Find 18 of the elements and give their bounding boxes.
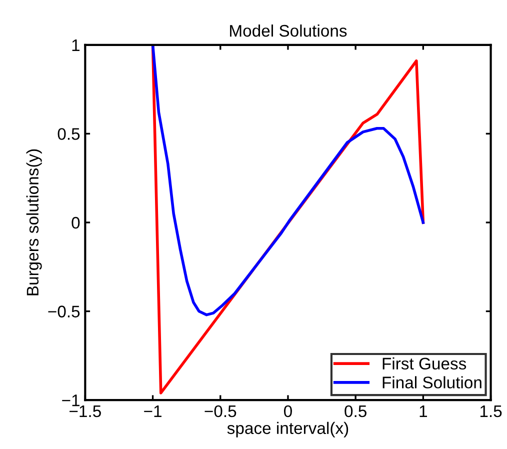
y-tick-label: 0.5 xyxy=(58,128,80,140)
x-tick-label: 0.5 xyxy=(344,405,366,418)
x-axis-title: space interval(x) xyxy=(227,422,348,438)
y-tick-label: −0.5 xyxy=(48,306,80,318)
legend-label: First Guess xyxy=(382,357,466,370)
y-axis-title: Burgers solutions(y) xyxy=(26,149,42,296)
x-tick-label: 1 xyxy=(420,406,427,417)
line-series xyxy=(151,44,425,316)
y-tick-label: −1 xyxy=(62,394,80,406)
legend-label: Final Solution xyxy=(382,376,482,388)
y-tick-label: 0 xyxy=(72,216,80,229)
x-tick-label: −1 xyxy=(144,406,162,417)
y-tick-label: 1 xyxy=(72,39,80,51)
x-tick-label: 0 xyxy=(284,405,292,418)
x-tick-label: 1.5 xyxy=(480,406,502,418)
x-tick-label: −1.5 xyxy=(70,406,101,418)
x-tick-label: −0.5 xyxy=(204,405,236,418)
chart-title: Model Solutions xyxy=(230,24,347,37)
